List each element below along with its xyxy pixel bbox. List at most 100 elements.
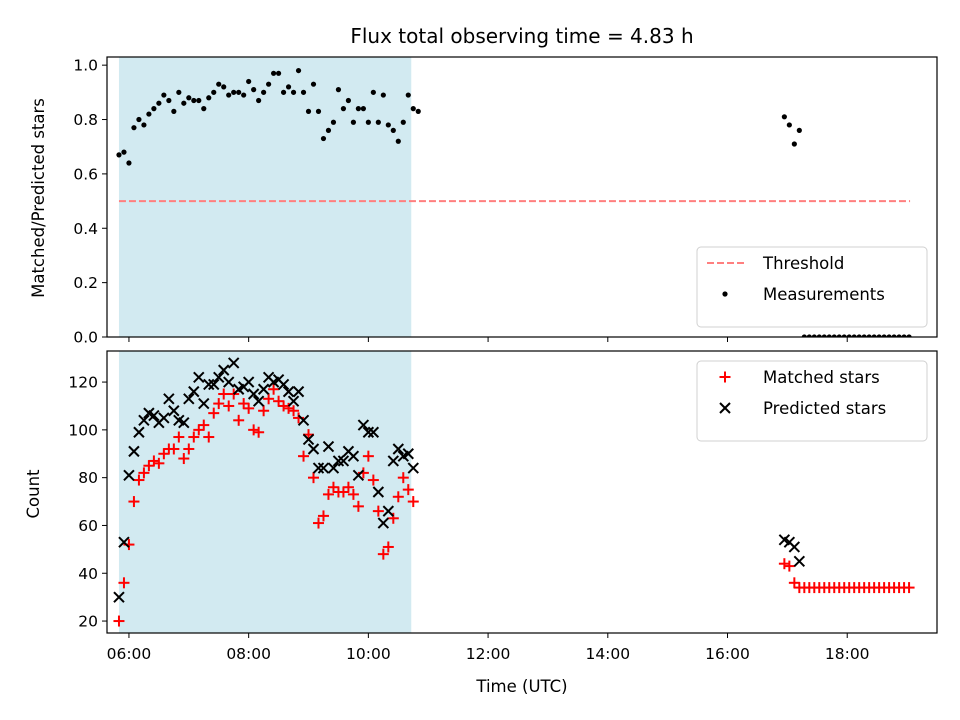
points-marker bbox=[871, 334, 877, 337]
points-marker bbox=[335, 87, 342, 93]
points-marker bbox=[161, 92, 167, 98]
plus-marker bbox=[397, 472, 409, 484]
legend-label: Matched stars bbox=[763, 368, 880, 387]
x-marker bbox=[357, 419, 370, 431]
points-marker bbox=[856, 334, 862, 337]
x-marker-b bbox=[198, 397, 210, 410]
x-marker-b bbox=[227, 357, 240, 369]
x-marker bbox=[113, 591, 125, 603]
x-marker bbox=[387, 455, 400, 467]
points-marker bbox=[246, 78, 252, 85]
x-marker bbox=[367, 426, 380, 438]
x-marker-b bbox=[123, 469, 135, 481]
series-matched-stars bbox=[113, 383, 915, 627]
x-marker bbox=[128, 445, 140, 458]
plus-marker bbox=[367, 474, 379, 486]
plus-marker bbox=[788, 577, 800, 589]
plus-marker bbox=[317, 510, 329, 522]
x-marker-b bbox=[173, 414, 185, 427]
points-marker bbox=[256, 97, 262, 104]
points-marker bbox=[906, 334, 912, 337]
x-marker-b bbox=[252, 395, 265, 407]
points-marker bbox=[410, 106, 416, 112]
points-marker bbox=[841, 334, 847, 337]
points-marker bbox=[811, 334, 817, 337]
points-marker bbox=[126, 160, 132, 166]
x-marker bbox=[158, 412, 170, 424]
x-marker bbox=[307, 443, 320, 455]
points-marker bbox=[861, 334, 867, 337]
x-marker bbox=[332, 455, 345, 467]
y-tick-label: 0.2 bbox=[73, 274, 98, 292]
points-marker bbox=[320, 135, 327, 142]
points-marker bbox=[275, 70, 282, 76]
plus-marker bbox=[392, 491, 404, 503]
plus-marker bbox=[402, 484, 414, 496]
points-marker bbox=[211, 89, 217, 95]
figure-title: Flux total observing time = 4.83 h bbox=[350, 24, 693, 48]
points-marker bbox=[171, 108, 177, 114]
points-marker bbox=[851, 334, 857, 337]
plus-marker bbox=[153, 457, 165, 469]
plus-marker bbox=[372, 505, 384, 517]
x-marker bbox=[218, 364, 230, 376]
x-marker bbox=[148, 409, 160, 422]
points-marker bbox=[270, 70, 277, 76]
x-marker-b bbox=[347, 450, 360, 462]
x-marker-b bbox=[282, 385, 295, 398]
x-marker-b bbox=[327, 462, 340, 474]
x-marker bbox=[402, 448, 414, 460]
plus-marker bbox=[347, 488, 359, 500]
x-marker-b bbox=[188, 385, 200, 398]
points-marker bbox=[881, 334, 887, 337]
legend-box bbox=[696, 360, 928, 442]
plus-marker bbox=[258, 405, 270, 417]
plus-marker bbox=[218, 388, 230, 400]
x-axis-label: Time (UTC) bbox=[475, 677, 567, 696]
plus-marker bbox=[248, 424, 260, 436]
points-marker bbox=[216, 81, 222, 87]
plus-marker bbox=[362, 450, 374, 462]
points-marker bbox=[390, 127, 396, 133]
x-marker bbox=[242, 376, 255, 388]
points-marker bbox=[340, 106, 347, 112]
x-marker-b bbox=[178, 416, 190, 429]
points-marker bbox=[836, 334, 842, 337]
x-marker bbox=[322, 440, 335, 453]
x-marker bbox=[788, 541, 801, 553]
points-marker bbox=[176, 89, 182, 95]
plus-marker bbox=[387, 512, 399, 524]
x-marker bbox=[392, 443, 405, 455]
y-tick-label: 100 bbox=[68, 421, 98, 439]
points-marker bbox=[136, 116, 142, 123]
points-marker bbox=[280, 89, 287, 95]
x-marker bbox=[198, 397, 210, 410]
plus-marker bbox=[173, 431, 185, 443]
points-marker bbox=[350, 119, 357, 125]
y-tick-label: 0.4 bbox=[73, 220, 98, 238]
points-marker bbox=[141, 122, 147, 128]
plus-marker bbox=[263, 393, 275, 405]
x-marker-b bbox=[242, 376, 255, 388]
points-marker bbox=[355, 106, 361, 112]
x-tick-label: 12:00 bbox=[466, 645, 511, 663]
points-marker bbox=[290, 89, 297, 95]
series-predicted-stars bbox=[113, 357, 806, 603]
x-marker bbox=[183, 393, 195, 405]
points-marker bbox=[151, 106, 157, 112]
x-marker bbox=[213, 371, 225, 383]
y-tick-label: 120 bbox=[68, 374, 98, 392]
plus-marker bbox=[377, 548, 389, 560]
plus-marker bbox=[308, 472, 320, 484]
x-marker bbox=[163, 393, 175, 405]
points-marker bbox=[121, 149, 127, 155]
points-marker bbox=[156, 100, 162, 106]
points-marker bbox=[241, 92, 247, 98]
points-marker bbox=[166, 97, 172, 104]
x-marker-b bbox=[362, 426, 375, 438]
x-marker bbox=[138, 414, 150, 427]
plot-area bbox=[116, 67, 912, 337]
points-marker bbox=[360, 106, 366, 112]
points-marker bbox=[806, 334, 812, 337]
